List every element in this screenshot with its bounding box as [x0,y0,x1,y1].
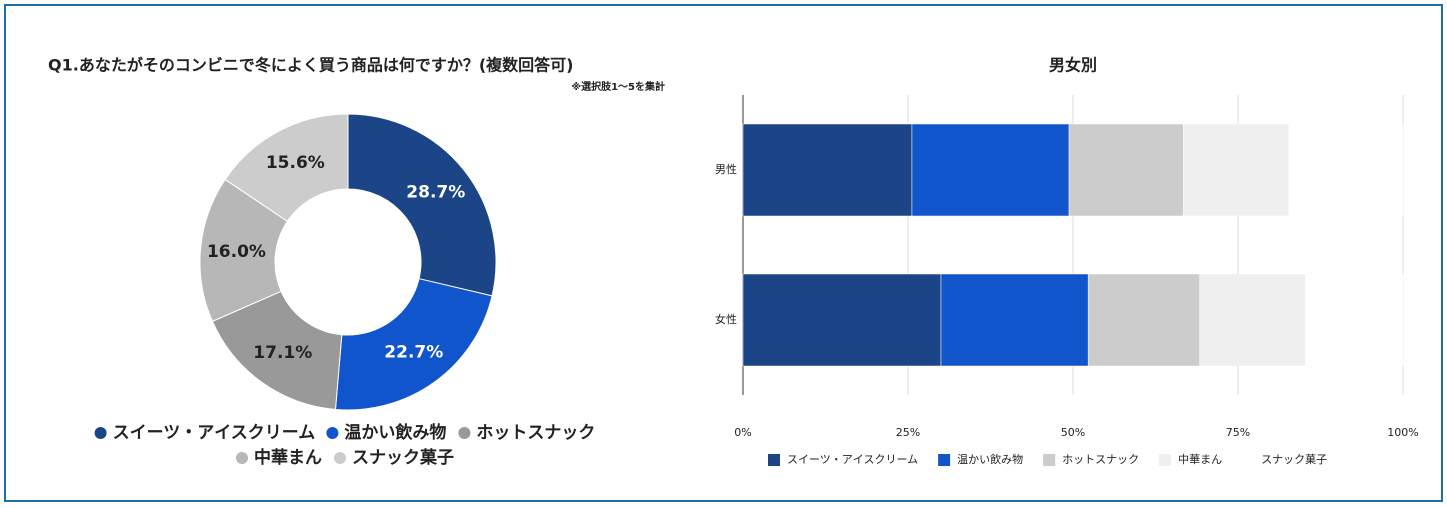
legend-marker [458,427,471,439]
data-label: 16.0% [207,242,266,262]
legend-label: ホットスナック [1062,453,1139,466]
legend-label: 温かい飲み物 [957,452,1023,466]
bar-segment [911,123,1070,217]
legend-marker [1159,454,1172,466]
y-tick-label: 男性 [715,162,737,176]
legend-label: スイーツ・アイスクリーム [113,423,316,443]
legend-label: ホットスナック [476,423,595,443]
bar-segment [742,273,942,367]
bar-segment [1199,273,1306,367]
legend-label: 温かい飲み物 [344,422,446,443]
data-label: 28.7% [406,182,465,202]
chart-title: Q1.あなたがそのコンビニで冬によく買う商品は何ですか？(複数回答可) [48,56,573,75]
data-label: 15.6% [266,153,325,173]
legend-label: スイーツ・アイスクリーム [787,453,918,466]
legend-marker [938,454,951,466]
slice [224,113,349,222]
legend-marker [326,427,339,439]
bar-segment [1305,273,1404,367]
frame [4,4,1443,502]
legend-label: スナック菓子 [352,448,454,468]
x-tick-label: 0% [734,426,751,439]
bar-segment [742,123,913,217]
chart-title: 男女別 [1049,56,1097,75]
bar-segment [1087,273,1200,367]
bar-segment [1288,123,1404,217]
slice [347,113,497,297]
legend-marker [236,452,248,464]
chart-subtitle: ※選択肢1〜5を集計 [571,80,665,93]
legend-marker [1043,454,1056,466]
slice [334,278,493,411]
bar-segment [1182,123,1290,217]
x-tick-label: 25% [896,426,920,439]
y-tick-label: 女性 [715,312,737,326]
legend-marker [768,454,780,466]
legend-label: 中華まん [1178,453,1222,466]
legend-label: スナック菓子 [1261,453,1327,466]
data-label: 17.1% [253,343,312,363]
x-tick-label: 75% [1226,426,1250,439]
data-label: 22.7% [384,343,443,363]
legend-marker [94,427,107,439]
legend-marker [334,452,346,464]
x-tick-label: 50% [1061,426,1085,439]
legend-marker [1242,454,1255,466]
x-tick-label: 100% [1387,426,1418,439]
legend-label: 中華まん [254,447,322,468]
bar-segment [1068,123,1184,217]
bar-segment [940,273,1089,367]
